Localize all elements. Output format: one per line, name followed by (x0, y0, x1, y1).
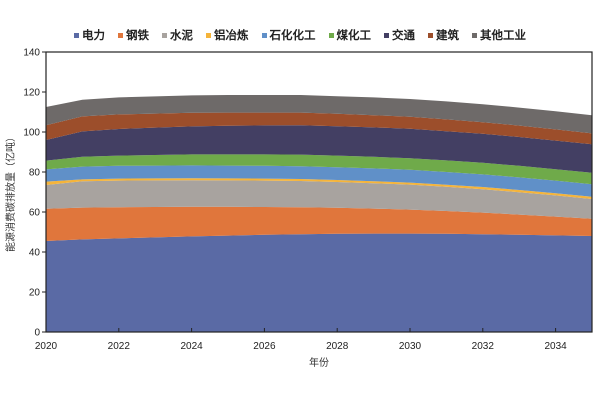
legend-swatch (328, 32, 334, 38)
area-交通 (46, 125, 592, 173)
area-石化化工 (46, 165, 592, 197)
legend-label: 其他工业 (480, 28, 526, 42)
legend-label: 铝冶炼 (214, 28, 249, 42)
legend-label: 建筑 (436, 28, 459, 42)
x-tick-label: 2020 (35, 341, 58, 352)
x-tick-label: 2034 (544, 341, 567, 352)
plot-frame (45, 51, 593, 333)
legend-item: 煤化工 (328, 27, 372, 43)
legend-label: 水泥 (170, 28, 193, 42)
legend-swatch (428, 32, 433, 38)
legend-item: 电力 (74, 27, 105, 43)
areas-group (46, 95, 592, 332)
y-tick-label: 20 (29, 288, 41, 299)
legend-swatch (118, 32, 123, 38)
x-tick-label: 2022 (108, 341, 131, 352)
y-tick-label: 0 (34, 328, 40, 339)
area-建筑 (46, 112, 592, 145)
y-tick-label: 120 (23, 88, 40, 99)
legend-item: 钢铁 (118, 27, 149, 43)
legend-label: 钢铁 (126, 28, 149, 42)
legend-item: 石化化工 (261, 27, 316, 43)
legend-item: 建筑 (428, 27, 459, 43)
area-铝冶炼 (46, 178, 592, 199)
area-煤化工 (46, 154, 592, 185)
x-tick-label: 2026 (253, 341, 276, 352)
area-水泥 (46, 180, 592, 219)
x-tick-label: 2024 (180, 341, 203, 352)
x-tick-label: 2028 (326, 341, 349, 352)
legend-label: 交通 (392, 28, 415, 42)
legend-swatch (261, 32, 267, 38)
legend-item: 铝冶炼 (206, 27, 249, 43)
area-电力 (46, 233, 592, 332)
x-axis-label: 年份 (309, 356, 329, 369)
y-axis-label: 能源消费碳排放量（亿吨） (4, 132, 17, 252)
legend-swatch (162, 32, 167, 38)
legend-label: 石化化工 (269, 28, 316, 42)
legend-swatch (74, 32, 79, 38)
x-tick-label: 2030 (399, 341, 422, 352)
axes-group: 0 20 40 60 80 100 120 140 2020 2022 2024 2026 2028 20… (23, 48, 593, 352)
legend-swatch (206, 32, 211, 38)
legend-item: 其他工业 (472, 27, 526, 43)
y-tick-label: 100 (23, 128, 40, 139)
y-tick-label: 40 (29, 248, 41, 259)
legend-item: 交通 (384, 27, 415, 43)
legend-swatch (384, 32, 389, 38)
x-tick-label: 2032 (472, 341, 495, 352)
y-tick-label: 60 (29, 208, 41, 219)
legend-item: 水泥 (162, 27, 193, 43)
y-tick-label: 80 (29, 168, 41, 179)
legend-label: 电力 (82, 28, 105, 42)
area-钢铁 (46, 206, 592, 241)
legend-label: 煤化工 (336, 28, 372, 42)
area-其他工业 (46, 95, 592, 134)
legend: 电力 钢铁 水泥 铝冶炼 石化化工 煤化工 交通 建筑 其他工业 (0, 27, 600, 43)
y-tick-label: 140 (23, 48, 40, 59)
legend-swatch (472, 32, 477, 38)
